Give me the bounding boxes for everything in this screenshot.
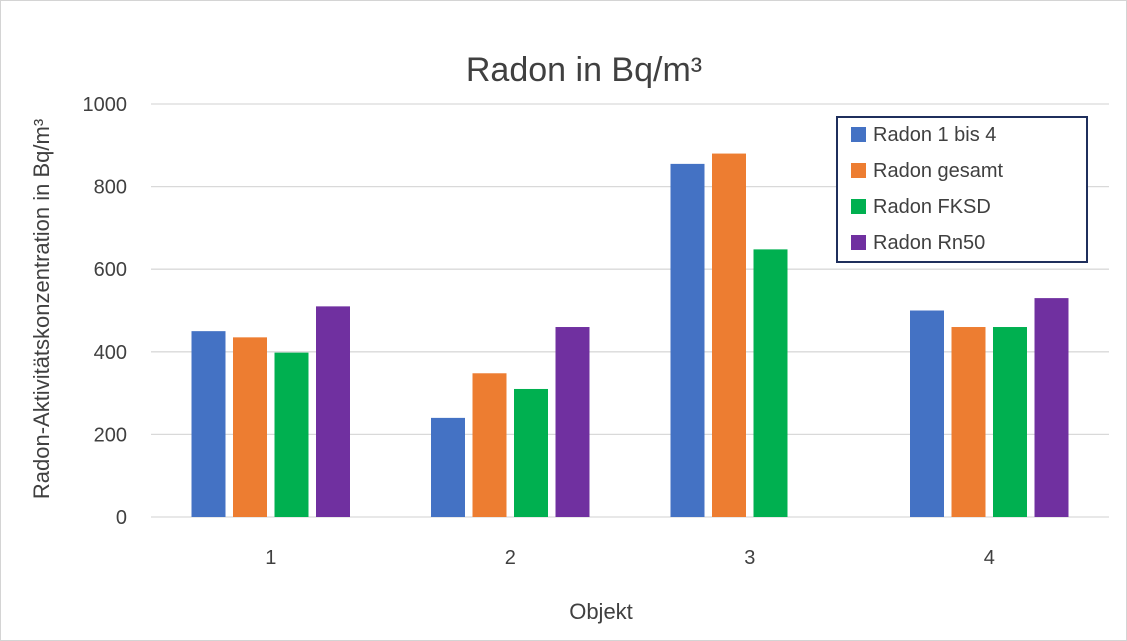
bar (472, 373, 507, 517)
bar (274, 352, 309, 517)
bar (910, 310, 944, 517)
bar (514, 388, 548, 517)
x-axis-ticks: 1 2 3 4 (265, 547, 995, 569)
x-tick-label: 3 (744, 547, 755, 569)
y-axis-label: Radon-Aktivitätskonzentration in Bq/m³ (29, 119, 54, 499)
legend-label: Radon FKSD (873, 196, 991, 218)
chart-title: Radon in Bq/m³ (466, 51, 702, 89)
y-axis-ticks: 0 200 400 600 800 1000 (83, 94, 128, 529)
legend-swatch (851, 199, 866, 214)
legend-swatch (851, 235, 866, 250)
bar (993, 327, 1027, 517)
bar (712, 153, 746, 517)
bar (191, 331, 226, 517)
x-tick-label: 1 (265, 547, 276, 569)
bar (316, 306, 350, 517)
bars (191, 153, 1069, 517)
bar (555, 327, 590, 517)
y-tick-label: 400 (94, 342, 127, 364)
legend-swatch (851, 163, 866, 178)
legend-label: Radon gesamt (873, 160, 1004, 182)
y-tick-label: 600 (94, 259, 127, 281)
legend-label: Radon Rn50 (873, 232, 985, 254)
gridlines (151, 103, 1109, 518)
x-tick-label: 2 (505, 547, 516, 569)
bar (233, 337, 267, 517)
y-tick-label: 1000 (83, 94, 128, 116)
legend: Radon 1 bis 4 Radon gesamt Radon FKSD Radon… (836, 116, 1088, 263)
x-axis-label: Objekt (569, 599, 633, 624)
legend-box (836, 116, 1088, 263)
bar (670, 163, 705, 517)
y-tick-label: 200 (94, 424, 127, 446)
y-tick-label: 0 (116, 507, 127, 529)
y-tick-label: 800 (94, 177, 127, 199)
bar (753, 249, 788, 517)
legend-swatch (851, 127, 866, 142)
x-tick-label: 4 (984, 547, 995, 569)
bar (1034, 298, 1069, 517)
bar (951, 327, 986, 517)
legend-label: Radon 1 bis 4 (873, 124, 996, 146)
bar (431, 417, 465, 517)
